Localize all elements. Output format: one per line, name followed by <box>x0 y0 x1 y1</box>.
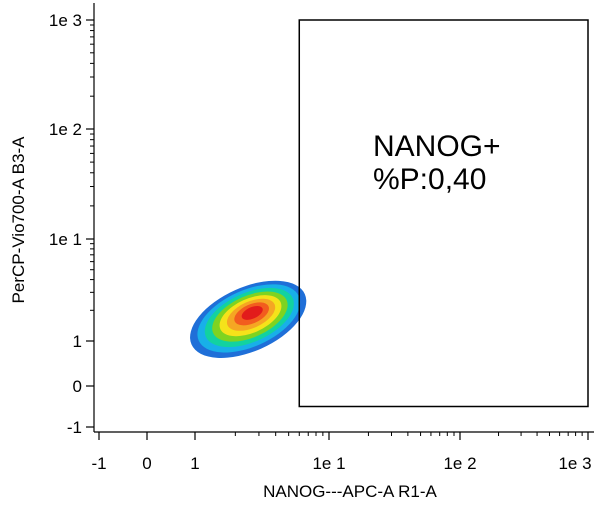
y-tick-label: 1 <box>73 332 82 351</box>
y-tick-label: 1e 2 <box>49 120 82 139</box>
gate-rectangle[interactable] <box>298 19 589 408</box>
x-tick-label: 1e 3 <box>558 454 591 473</box>
density-contour-level <box>241 305 263 320</box>
x-tick-label: 0 <box>142 454 151 473</box>
x-axis-title: NANOG---APC-A R1-A <box>263 482 437 501</box>
gate-percent-label: %P:0,40 <box>373 163 486 196</box>
y-tick-label: 1e 1 <box>49 230 82 249</box>
plot-axes: -1 0 1 1e 1 1e 2 1e 3 -1 0 1 1e 1 1e 2 1e 3 <box>49 3 594 473</box>
x-tick-label: 1e 1 <box>312 454 345 473</box>
y-axis-title: PerCP-Vio700-A B3-A <box>9 136 28 304</box>
x-tick-label: 1e 2 <box>443 454 476 473</box>
gate-name-label: NANOG+ <box>373 130 501 163</box>
cell-population-density <box>190 280 307 358</box>
y-tick-label: 0 <box>73 377 82 396</box>
y-tick-label: 1e 3 <box>49 11 82 30</box>
x-tick-label: -1 <box>91 454 106 473</box>
x-tick-label: 1 <box>190 454 199 473</box>
nanog-positive-gate[interactable]: NANOG+ %P:0,40 <box>298 19 589 408</box>
y-tick-label: -1 <box>67 418 82 437</box>
